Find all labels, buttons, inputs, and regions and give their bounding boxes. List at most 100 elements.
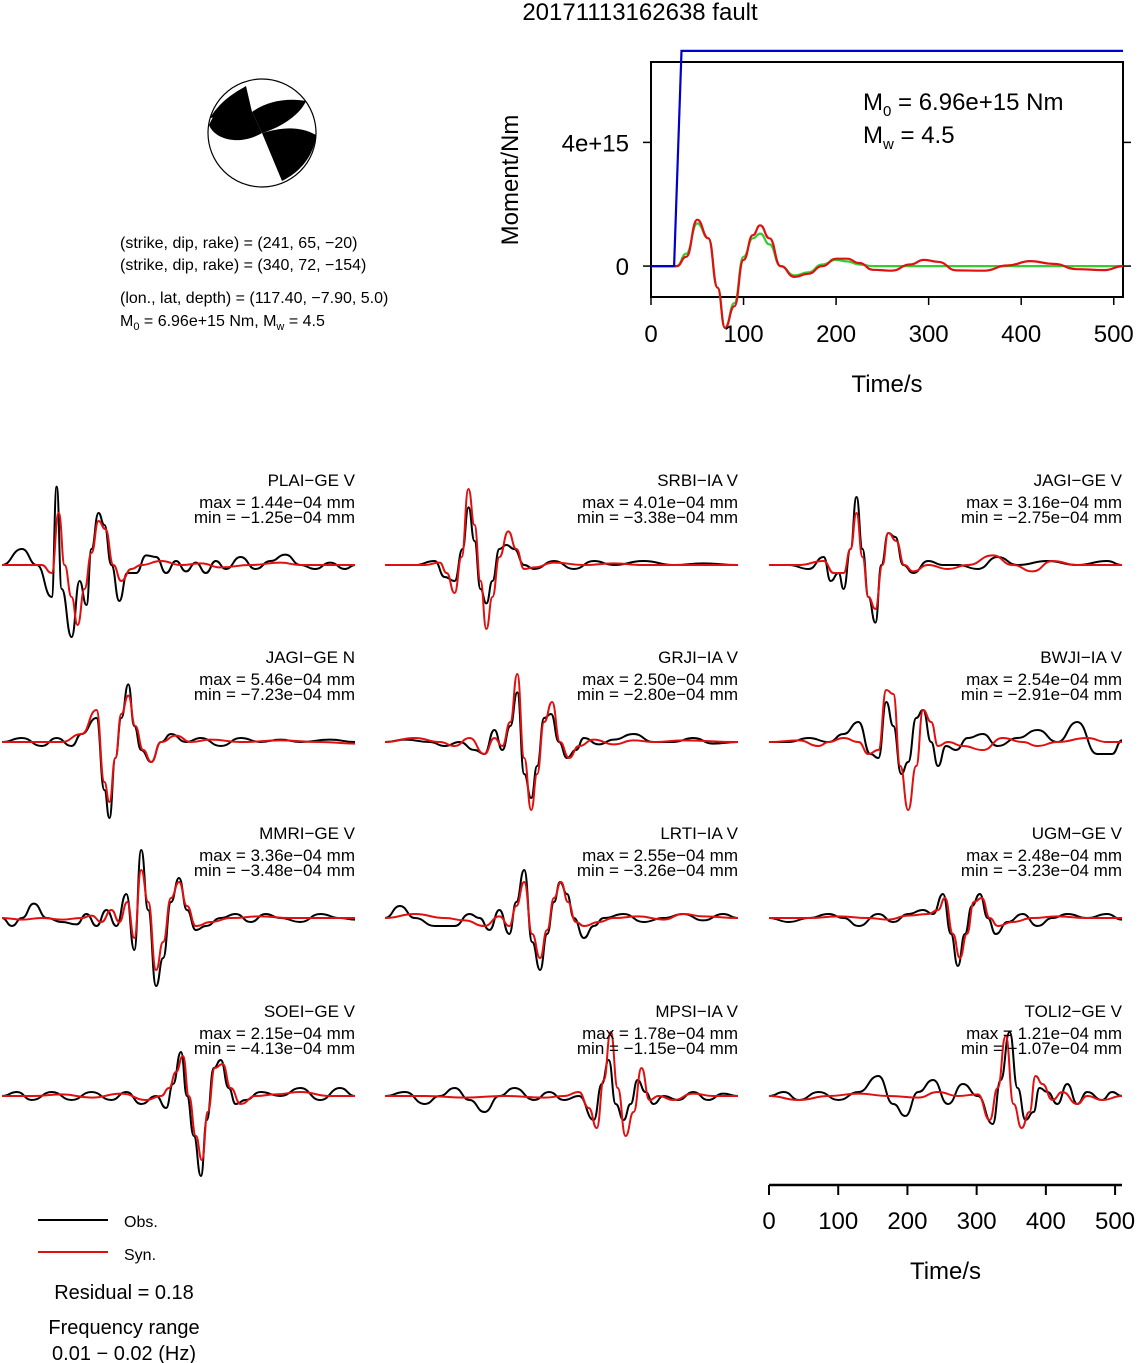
- moment-x-tick-label: 0: [644, 321, 657, 348]
- moment-mw-label: Mw = 4.5: [863, 122, 955, 153]
- moment-rate-chart: 0 100 200 300 400 500 0 4e+15 Time/s Moment/Nm M0 …: [497, 49, 1134, 398]
- moment-x-axis-label: Time/s: [851, 371, 922, 398]
- trace-min-label: min = −3.23e−04 mm: [961, 861, 1122, 880]
- residual-label: Residual = 0.18: [54, 1282, 194, 1304]
- moment-series-blue: [651, 49, 1123, 268]
- moment-magnitude-line: M0 = 6.96e+15 Nm, Mw = 4.5: [120, 313, 325, 333]
- synthetic-trace: [768, 511, 1122, 611]
- station-label: TOLI2−GE V: [1025, 1002, 1123, 1021]
- moment-x-tick-label: 500: [1094, 321, 1134, 348]
- observed-trace: [1, 485, 356, 639]
- frequency-range-label: Frequency range: [48, 1317, 199, 1339]
- synthetic-trace: [1, 868, 355, 972]
- trace-max-label: max = 2.54e−04 mm: [966, 670, 1122, 689]
- station-label: MPSI−IA V: [655, 1002, 738, 1021]
- figure-title: 20171113162638 fault: [522, 0, 758, 26]
- time-axis-label: Time/s: [910, 1258, 981, 1285]
- trace-min-label: min = −1.15e−04 mm: [577, 1039, 738, 1058]
- observed-trace: [1, 848, 356, 988]
- synthetic-trace: [384, 672, 739, 812]
- station-label: JAGI−GE N: [266, 648, 355, 667]
- synthetic-trace: [384, 880, 739, 960]
- time-axis-tick-label: 200: [887, 1208, 927, 1235]
- station-label: PLAI−GE V: [268, 471, 356, 490]
- station-label: MMRI−GE V: [259, 824, 356, 843]
- station-label: JAGI−GE V: [1034, 471, 1123, 490]
- trace-max-label: max = 1.44e−04 mm: [199, 493, 355, 512]
- observed-trace: [1, 683, 356, 820]
- synthetic-trace: [384, 487, 738, 631]
- station-label: SOEI−GE V: [264, 1002, 356, 1021]
- focal-mechanism-beachball: [207, 78, 317, 188]
- observed-trace: [384, 1058, 739, 1122]
- trace-max-label: max = 2.50e−04 mm: [582, 670, 738, 689]
- observed-trace: [384, 868, 739, 972]
- time-axis-tick-label: 400: [1026, 1208, 1066, 1235]
- synthetic-trace: [768, 1034, 1123, 1130]
- moment-x-tick-label: 400: [1001, 321, 1041, 348]
- moment-x-tick-label: 100: [724, 321, 764, 348]
- trace-max-label: max = 2.48e−04 mm: [966, 846, 1122, 865]
- observed-trace: [768, 700, 1123, 776]
- trace-min-label: min = −1.07e−04 mm: [961, 1039, 1122, 1058]
- frequency-range-value: 0.01 − 0.02 (Hz): [52, 1343, 196, 1363]
- trace-max-label: max = 4.01e−04 mm: [582, 493, 738, 512]
- waveform-time-axis: 0 100 200 300 400 500 Time/s: [762, 1183, 1135, 1285]
- synthetic-trace: [769, 896, 1122, 960]
- synthetic-trace: [1, 511, 355, 627]
- station-label: UGM−GE V: [1032, 824, 1123, 843]
- station-label: SRBI−IA V: [657, 471, 738, 490]
- trace-min-label: min = −7.23e−04 mm: [194, 685, 355, 704]
- time-axis-tick-label: 0: [762, 1208, 775, 1235]
- station-label: LRTI−IA V: [660, 824, 738, 843]
- source-info: (strike, dip, rake) = (241, 65, −20) (st…: [120, 235, 388, 333]
- strike-dip-rake-2: (strike, dip, rake) = (340, 72, −154): [120, 257, 366, 274]
- moment-m0-value: = 6.96e+15 Nm: [898, 89, 1063, 116]
- info-mw-value: 4.5: [303, 313, 325, 330]
- moment-series-red: [651, 218, 1124, 330]
- synthetic-trace: [384, 1030, 738, 1138]
- time-axis-tick-label: 500: [1095, 1208, 1135, 1235]
- trace-min-label: min = −4.13e−04 mm: [194, 1039, 355, 1058]
- observed-trace: [768, 892, 1123, 968]
- trace-min-label: min = −3.38e−04 mm: [577, 508, 738, 527]
- trace-max-label: max = 2.15e−04 mm: [199, 1024, 355, 1043]
- trace-min-label: min = −3.48e−04 mm: [194, 861, 355, 880]
- trace-min-label: min = −2.75e−04 mm: [961, 508, 1122, 527]
- trace-min-label: min = −1.25e−04 mm: [194, 508, 355, 527]
- time-axis-tick-label: 100: [818, 1208, 858, 1235]
- trace-max-label: max = 2.55e−04 mm: [582, 846, 738, 865]
- moment-x-tick-label: 200: [816, 321, 856, 348]
- station-label: BWJI−IA V: [1040, 648, 1122, 667]
- trace-max-label: max = 5.46e−04 mm: [199, 670, 355, 689]
- moment-y-tick-label: 0: [616, 254, 629, 281]
- trace-min-label: min = −2.80e−04 mm: [577, 685, 738, 704]
- moment-mw-value: = 4.5: [901, 122, 955, 149]
- location-depth: (lon., lat, depth) = (117.40, −7.90, 5.0…: [120, 290, 388, 307]
- info-m0-value: 6.96e+15 Nm: [158, 313, 255, 330]
- legend-obs-label: Obs.: [124, 1214, 158, 1231]
- trace-max-label: max = 1.78e−04 mm: [582, 1024, 738, 1043]
- synthetic-trace: [768, 688, 1122, 812]
- trace-max-label: max = 1.21e−04 mm: [966, 1024, 1122, 1043]
- moment-y-tick-label: 4e+15: [562, 130, 629, 157]
- moment-plot-frame: [650, 61, 1124, 298]
- trace-min-label: min = −3.26e−04 mm: [577, 861, 738, 880]
- observed-trace: [1, 1050, 356, 1178]
- trace-min-label: min = −2.91e−04 mm: [961, 685, 1122, 704]
- legend-syn-label: Syn.: [124, 1247, 156, 1264]
- station-label: GRJI−IA V: [658, 648, 738, 667]
